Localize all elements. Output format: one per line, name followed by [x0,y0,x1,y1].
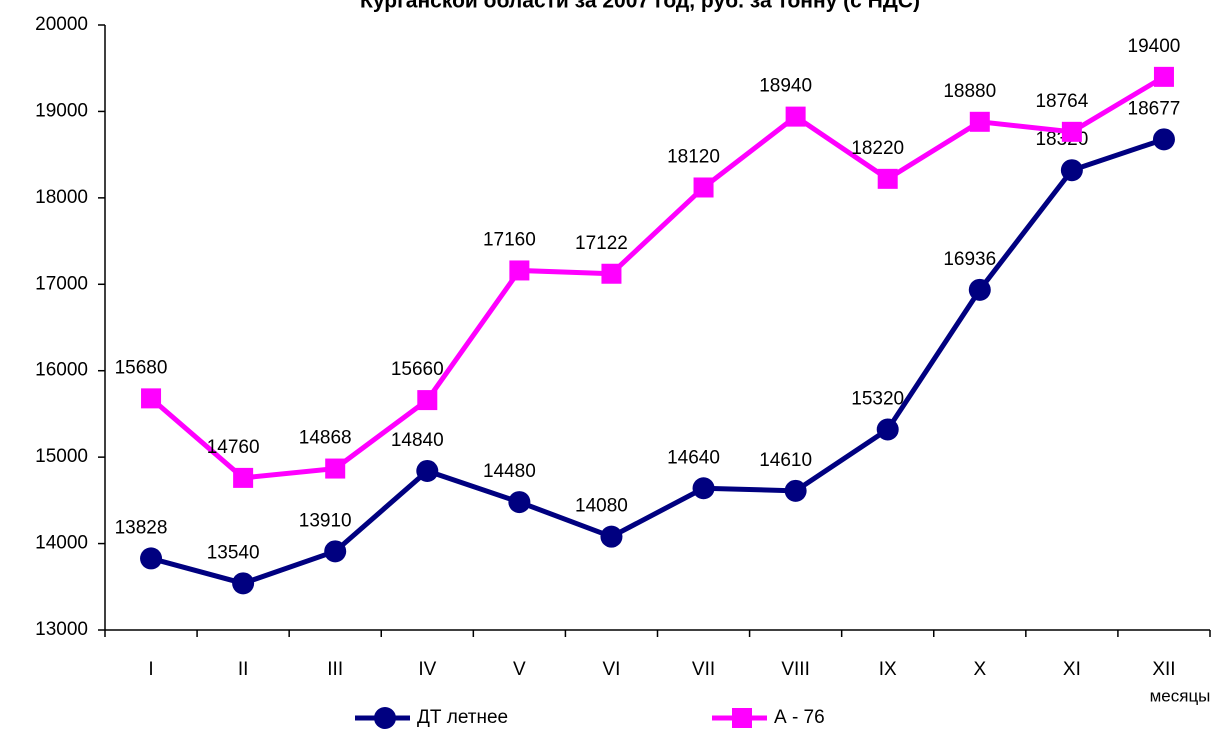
x-tick-label: XI [1063,659,1081,680]
data-label: 16936 [943,249,996,270]
legend-marker [374,707,396,729]
data-label: 17122 [575,233,628,254]
y-tick-label: 14000 [35,533,88,554]
data-point [1153,66,1174,87]
x-tick-label: II [238,659,249,680]
data-label: 14868 [299,428,352,449]
x-tick-label: IV [418,659,436,680]
data-point [509,260,530,281]
x-tick-label: X [973,659,986,680]
data-point [1152,128,1175,151]
data-point [876,418,899,441]
series-line [149,74,1166,481]
x-tick-label: V [513,659,526,680]
x-tick-label: III [327,659,343,680]
y-tick-label: 20000 [35,14,88,35]
data-point [692,477,715,500]
data-label: 15660 [391,359,444,380]
data-point [784,479,807,502]
series-line [150,136,1165,586]
x-tick-label: VI [602,659,620,680]
data-point [968,278,991,301]
data-point [600,525,623,548]
data-point [233,467,254,488]
y-tick-label: 19000 [35,100,88,121]
data-label: 14840 [391,430,444,451]
x-tick-label: XII [1152,659,1175,680]
data-label: 18220 [851,138,904,159]
data-label: 14480 [483,461,536,482]
data-label: 13540 [207,542,260,563]
data-point [969,111,990,132]
data-label: 19400 [1128,36,1181,57]
data-point [601,263,622,284]
y-tick-label: 13000 [35,619,88,640]
x-tick-label: VII [692,659,715,680]
legend-label: ДТ летнее [417,707,508,728]
chart-title: Курганской области за 2007 год, руб. за … [360,0,920,13]
data-point [324,540,347,563]
data-point [141,388,162,409]
data-label: 13828 [115,517,168,538]
x-tick-label: I [148,659,153,680]
data-label: 17160 [483,229,536,250]
legend-label: А - 76 [774,707,825,728]
data-label: 15680 [115,357,168,378]
data-label: 14080 [575,496,628,517]
x-tick-label: IX [879,659,897,680]
data-point [416,459,439,482]
data-label: 18940 [759,76,812,97]
y-tick-label: 17000 [35,273,88,294]
data-label: 18120 [667,147,720,168]
data-label: 14640 [667,447,720,468]
data-label: 13910 [299,510,352,531]
data-point [325,458,346,479]
data-point [508,491,531,514]
data-point [1061,121,1082,142]
data-point [417,390,438,411]
data-label: 14610 [759,450,812,471]
data-label: 18880 [943,81,996,102]
data-point [140,547,163,570]
legend-marker [732,708,752,728]
y-tick-label: 15000 [35,446,88,467]
x-tick-label: VIII [781,659,810,680]
x-axis-label: месяцы [1150,686,1211,705]
data-label: 14760 [207,437,260,458]
data-label: 18764 [1035,91,1088,112]
data-point [1060,159,1083,182]
data-label: 18677 [1128,98,1181,119]
y-tick-label: 16000 [35,360,88,381]
data-point [785,106,806,127]
data-label: 15320 [851,389,904,410]
y-tick-label: 18000 [35,187,88,208]
data-point [232,572,255,595]
data-point [877,168,898,189]
data-point [693,177,714,198]
